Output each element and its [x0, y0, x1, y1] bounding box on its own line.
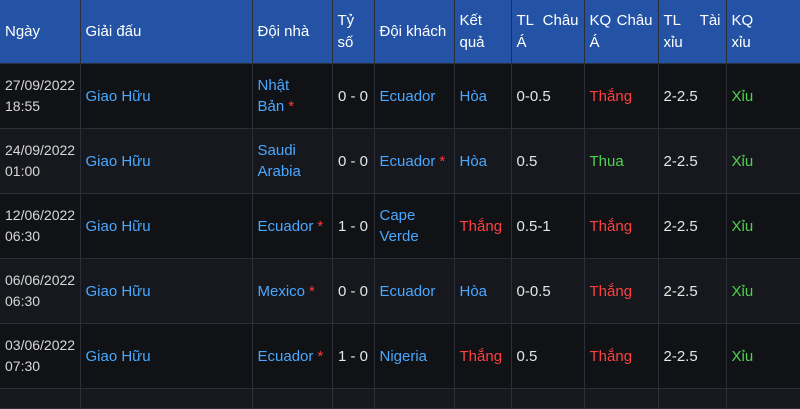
match-result: Thắng — [454, 193, 512, 259]
league-link[interactable]: Giao Hữu — [80, 258, 253, 324]
away-team-link[interactable]: Cape Verde — [374, 193, 455, 259]
asian-handicap-result: Thắng — [584, 63, 659, 129]
score: 0 - 0 — [332, 63, 375, 129]
home-team-link[interactable]: Saudi Arabia — [252, 128, 333, 194]
header-away[interactable]: Đội khách — [374, 0, 455, 64]
asian-handicap-result: Thắng — [584, 258, 659, 324]
table-row[interactable]: 12/06/2022 06:30 Giao Hữu Ecuador * 1 - 0 Cape… — [0, 193, 800, 259]
asian-handicap-line: 0.5-1 — [511, 193, 585, 259]
score: 0 - 0 — [332, 128, 375, 194]
home-team-link[interactable]: Ecuador * — [252, 193, 333, 259]
over-under-line: 2-2.5 — [658, 63, 727, 129]
favorite-star-icon: * — [317, 347, 324, 365]
away-team-link[interactable]: Ecuador — [374, 258, 455, 324]
match-result: Hòa — [454, 63, 512, 129]
asian-handicap-line: 0-0.5 — [511, 258, 585, 324]
away-team-link[interactable]: Nigeria — [374, 323, 455, 389]
over-under-line: 2-2.5 — [658, 258, 727, 324]
over-under-line: 2-2.5 — [658, 128, 727, 194]
match-date: 12/06/2022 06:30 — [0, 193, 81, 259]
match-result: Thắng — [454, 323, 512, 389]
table-row[interactable]: 06/06/2022 06:30 Giao Hữu Mexico * 0 - 0 Ecuad… — [0, 258, 800, 324]
home-team-link[interactable]: Mexico * — [252, 258, 333, 324]
match-date: 03/06/2022 07:30 — [0, 323, 81, 389]
away-team-link[interactable]: Ecuador — [374, 63, 455, 129]
asian-handicap-result: Thắng — [584, 323, 659, 389]
favorite-star-icon: * — [439, 152, 446, 170]
favorite-star-icon: * — [309, 282, 315, 300]
over-under-result: Xỉu — [726, 193, 800, 259]
asian-handicap-line: 0-0.5 — [511, 63, 585, 129]
header-home[interactable]: Đội nhà — [252, 0, 333, 64]
match-result: Hòa — [454, 258, 512, 324]
score: 0 - 0 — [332, 258, 375, 324]
over-under-result: Xỉu — [726, 323, 800, 389]
header-league[interactable]: Giải đấu — [80, 0, 253, 64]
favorite-star-icon: * — [288, 98, 295, 115]
match-date: 24/09/2022 01:00 — [0, 128, 81, 194]
table-row[interactable]: 27/09/2022 18:55 Giao Hữu Nhật Bản * 0 - 0 Ecu… — [0, 63, 800, 129]
header-row: Ngày Giải đấu Đội nhà Tỷ số Đội khách Kết… — [0, 0, 800, 64]
header-result[interactable]: Kết quả — [454, 0, 512, 64]
league-link[interactable]: Giao Hữu — [80, 128, 253, 194]
home-team-link[interactable]: Ecuador * — [252, 323, 333, 389]
table-row-partial — [0, 388, 800, 409]
header-ou-line[interactable]: TL Tài xỉu — [658, 0, 727, 64]
over-under-line: 2-2.5 — [658, 193, 727, 259]
header-asian-result[interactable]: KQ Châu Á — [584, 0, 659, 64]
header-asian-line[interactable]: TL Châu Á — [511, 0, 585, 64]
score: 1 - 0 — [332, 323, 375, 389]
league-link[interactable]: Giao Hữu — [80, 193, 253, 259]
asian-handicap-line: 0.5 — [511, 323, 585, 389]
away-team-link[interactable]: Ecuador * — [374, 128, 455, 194]
asian-handicap-line: 0.5 — [511, 128, 585, 194]
favorite-star-icon: * — [317, 217, 324, 235]
over-under-result: Xỉu — [726, 63, 800, 129]
asian-handicap-result: Thắng — [584, 193, 659, 259]
table-row[interactable]: 03/06/2022 07:30 Giao Hữu Ecuador * 1 - 0 Nige… — [0, 323, 800, 389]
header-date[interactable]: Ngày — [0, 0, 81, 64]
home-team-link[interactable]: Nhật Bản * — [252, 63, 333, 129]
score: 1 - 0 — [332, 193, 375, 259]
match-date: 06/06/2022 06:30 — [0, 258, 81, 324]
over-under-result: Xỉu — [726, 258, 800, 324]
header-score[interactable]: Tỷ số — [332, 0, 375, 64]
over-under-result: Xỉu — [726, 128, 800, 194]
asian-handicap-result: Thua — [584, 128, 659, 194]
match-date: 27/09/2022 18:55 — [0, 63, 81, 129]
over-under-line: 2-2.5 — [658, 323, 727, 389]
header-ou-result[interactable]: KQ xỉu — [726, 0, 800, 64]
league-link[interactable]: Giao Hữu — [80, 63, 253, 129]
table-row[interactable]: 24/09/2022 01:00 Giao Hữu Saudi Arabia 0 - 0… — [0, 128, 800, 194]
league-link[interactable]: Giao Hữu — [80, 323, 253, 389]
match-result: Hòa — [454, 128, 512, 194]
